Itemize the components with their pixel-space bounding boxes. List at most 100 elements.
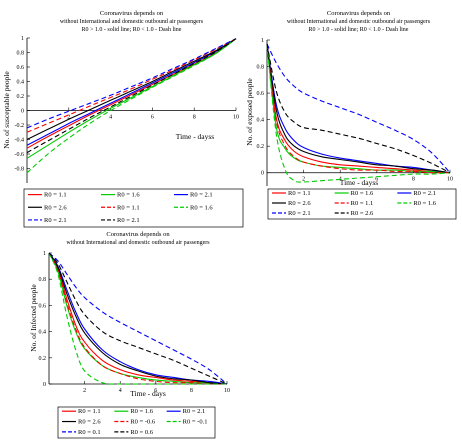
- series-line-5: [48, 252, 228, 385]
- series-line-6: [26, 38, 237, 174]
- x-tick-label: 6: [151, 115, 154, 121]
- x-axis-label: Time - days: [130, 389, 166, 398]
- legend-label: R0 = -0.1: [183, 419, 208, 426]
- x-tick-label: 6: [154, 388, 157, 394]
- series-line-5: [26, 38, 237, 133]
- series-line-2: [48, 252, 228, 385]
- series-line-7: [266, 43, 451, 174]
- y-tick-label: 0.6: [39, 303, 47, 309]
- series-line-1: [48, 252, 228, 385]
- y-tick-label: 0: [261, 171, 264, 177]
- y-tick-label: -0.8: [15, 167, 25, 173]
- series-line-3: [48, 252, 228, 385]
- series-line-3: [26, 38, 237, 146]
- legend-label: R0 = 1.6: [130, 408, 153, 415]
- series-line-5: [266, 43, 451, 174]
- legend-label: R0 = 1.1: [117, 204, 140, 211]
- y-tick-label: 1: [261, 38, 264, 44]
- legend-box: [23, 188, 244, 228]
- chart-title: without International and domestic outbo…: [66, 240, 210, 246]
- y-tick-label: 0.2: [39, 356, 47, 362]
- legend-label: R0 = 1.6: [117, 192, 140, 199]
- legend-label: R0 = -0.6: [130, 419, 156, 426]
- y-tick-label: -0.4: [15, 138, 25, 144]
- x-tick-label: 10: [233, 115, 239, 121]
- x-axis-label: Time - dayss: [340, 178, 379, 187]
- y-tick-label: 0.4: [39, 330, 47, 336]
- y-tick-label: 0.6: [17, 65, 25, 71]
- series-line-4: [266, 43, 451, 174]
- legend-label: R0 = 1.1: [351, 200, 374, 207]
- chart-title: R0 > 1.0 - solid line; R0 < 1.0 - Dash l…: [309, 27, 409, 33]
- chart-title: without International and domestic outbo…: [287, 19, 431, 25]
- y-tick-label: 0.6: [257, 91, 265, 97]
- y-tick-label: 0.2: [17, 94, 25, 100]
- chart-title: Coronavirus depends on: [327, 10, 391, 17]
- y-tick-label: 0.8: [39, 277, 47, 283]
- legend-label: R0 = 2.6: [351, 210, 374, 217]
- y-axis-label: No. of Infected people: [29, 284, 38, 352]
- legend-box: [267, 188, 457, 220]
- series-line-2: [266, 43, 451, 174]
- x-tick-label: 4: [109, 115, 112, 121]
- y-tick-label: 0: [43, 382, 46, 388]
- series-line-8: [48, 252, 228, 385]
- legend-box: [57, 406, 216, 439]
- series-line-3: [266, 43, 451, 174]
- chart-title: without International and domestic outbo…: [60, 19, 204, 25]
- legend-label: R0 = 2.6: [288, 200, 311, 207]
- legend-label: R0 = 2.1: [117, 217, 140, 224]
- legend-label: R0 = 2.1: [288, 210, 311, 217]
- series-line-7: [26, 38, 237, 129]
- y-tick-label: 0.4: [17, 80, 25, 86]
- x-tick-label: 10: [447, 177, 453, 183]
- chart-title: R0 > 1.0 - solid line; R0 < 1.0 - Dash l…: [82, 27, 182, 33]
- x-tick-label: 8: [193, 115, 196, 121]
- series-line-8: [266, 43, 451, 174]
- chart-title: Coronavirus depends on: [100, 10, 164, 17]
- y-tick-label: -0.6: [15, 152, 25, 158]
- series-line-7: [48, 252, 228, 385]
- y-tick-label: 0: [21, 109, 24, 115]
- x-tick-label: 2: [302, 177, 305, 183]
- legend-label: R0 = 1.6: [190, 204, 213, 211]
- x-tick-label: 8: [190, 388, 193, 394]
- legend-label: R0 = 2.1: [183, 408, 206, 415]
- series-line-6: [48, 252, 227, 385]
- legend-label: R0 = 0.6: [130, 429, 153, 436]
- chart-1: Coronavirus depends on without Internatio…: [2, 10, 244, 228]
- legend-label: R0 = 2.1: [44, 217, 67, 224]
- series-line-1: [266, 43, 451, 174]
- series-line-4: [48, 252, 228, 385]
- y-tick-label: 0.2: [257, 144, 265, 150]
- y-axis-label: No. of exposed people: [245, 78, 254, 146]
- x-tick-label: 6: [375, 177, 378, 183]
- y-tick-label: 0.4: [257, 118, 265, 124]
- series-line-4: [26, 38, 237, 140]
- chart-2: Coronavirus depends on without Internatio…: [245, 10, 457, 220]
- x-tick-label: 2: [83, 388, 86, 394]
- legend-label: R0 = 1.1: [78, 408, 101, 415]
- legend-label: R0 = 1.6: [351, 190, 374, 197]
- x-tick-label: 2: [67, 115, 70, 121]
- legend-label: R0 = 2.1: [413, 190, 436, 197]
- legend-label: R0 = 2.6: [44, 204, 67, 211]
- legend-label: R0 = 2.1: [190, 192, 213, 199]
- y-tick-label: 1: [21, 36, 24, 42]
- series-line-2: [26, 38, 237, 159]
- y-tick-label: -0.2: [15, 123, 25, 129]
- series-line-8: [26, 38, 237, 154]
- series-line-6: [266, 43, 451, 183]
- y-tick-label: 0.8: [17, 51, 25, 57]
- legend-label: R0 = 1.1: [44, 192, 67, 199]
- x-axis-label: Time - dayss: [176, 132, 215, 141]
- chart-3: Coronavirus depends on without Internatio…: [29, 231, 230, 439]
- legend-label: R0 = 1.6: [413, 200, 436, 207]
- series-line-1: [26, 38, 237, 149]
- legend-label: R0 = 0.1: [78, 429, 101, 436]
- y-tick-label: 0.8: [257, 65, 265, 71]
- legend-label: R0 = 2.6: [78, 419, 101, 426]
- legend-label: R0 = 1.1: [288, 190, 311, 197]
- chart-title: Coronavirus depends on: [106, 231, 170, 238]
